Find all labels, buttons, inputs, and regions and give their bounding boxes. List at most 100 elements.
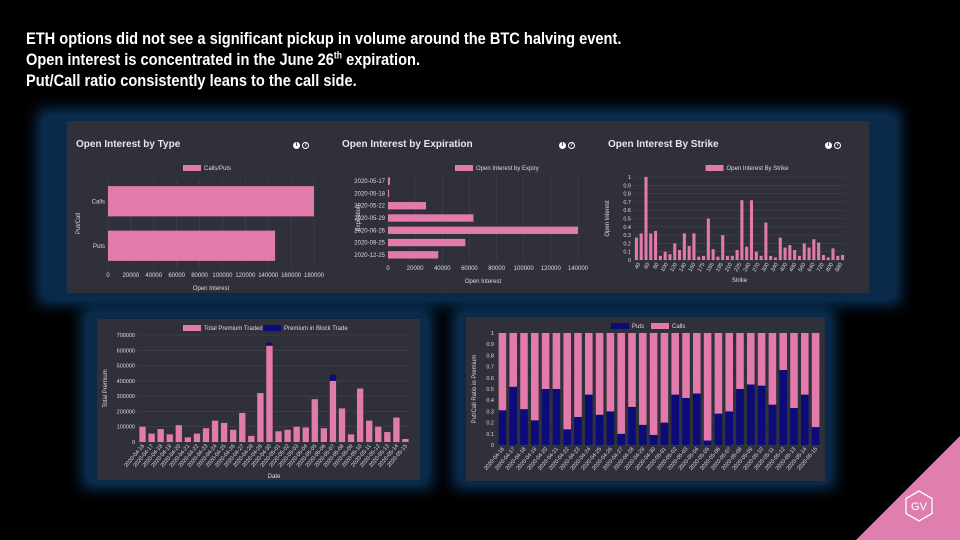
y-tick-label: 2020-05-29 [354, 216, 385, 222]
bar-secondary [660, 333, 669, 423]
bar-primary [757, 385, 766, 445]
y-tick-label: 2020-05-22 [354, 204, 385, 210]
bar-primary [338, 408, 346, 442]
y-tick-label: 2020-05-17 [354, 179, 385, 185]
bar [668, 254, 672, 260]
x-tick-label: 20000 [407, 266, 424, 272]
legend-swatch [183, 165, 201, 171]
y-tick-label: 0.4 [486, 398, 494, 404]
bar [701, 255, 706, 260]
legend-swatch [705, 165, 724, 171]
bar [673, 243, 677, 260]
bar-primary [293, 426, 300, 442]
info-icon[interactable]: i [293, 142, 300, 149]
bar [687, 245, 691, 260]
x-tick-label: 120000 [541, 266, 562, 272]
bar [682, 233, 686, 260]
bar-primary [498, 410, 507, 445]
info-icon[interactable]: i [825, 142, 832, 149]
bar-primary [649, 434, 658, 445]
chart-title-oi-expiry: Open Interest by Expiration [342, 139, 473, 150]
premium-panel: 0 100000 200000 300000 400000 500000 600000 700… [97, 319, 420, 480]
bar-secondary [790, 333, 798, 409]
x-tick-label: 240 [743, 262, 753, 273]
y-tick-label: 0.5 [623, 217, 631, 223]
headline-line-2: Open interest is concentrated in the Jun… [26, 49, 621, 70]
bar [108, 186, 314, 217]
x-tick-label: 225 [733, 262, 743, 273]
x-tick-label: 80000 [488, 266, 505, 272]
x-tick-label: 60 [643, 262, 651, 270]
x-tick-label: 720 [816, 262, 826, 273]
x-tick-label: 20000 [123, 273, 140, 279]
bar-primary [585, 394, 593, 445]
y-tick-label: 300000 [117, 394, 135, 400]
bar [654, 230, 658, 260]
bar-primary [725, 411, 733, 445]
bar [807, 247, 811, 260]
bar-secondary [671, 333, 679, 395]
y-tick-label: 0.7 [486, 365, 494, 371]
help-icon[interactable]: ? [302, 142, 309, 149]
bar-secondary [703, 333, 712, 441]
bar-primary [366, 420, 373, 442]
bar-secondary [617, 333, 625, 434]
info-icon[interactable]: i [559, 142, 566, 149]
bar [388, 189, 390, 198]
help-icon[interactable]: ? [834, 142, 841, 149]
legend-calls-swatch [651, 323, 669, 329]
y-tick-label: Puts [93, 244, 105, 250]
bar-primary [541, 389, 550, 445]
bar-primary [329, 380, 337, 442]
x-tick-label: 0 [106, 273, 110, 279]
x-axis-label: Open Interest [465, 279, 502, 285]
bar-primary [302, 427, 309, 442]
bar [821, 255, 825, 260]
y-axis-label: Put/Call Ratio in Premium [472, 355, 478, 424]
chart-title-oi-type: Open Interest by Type [76, 139, 181, 150]
bar-primary [139, 426, 146, 442]
bar-primary [275, 431, 282, 442]
x-tick-label: 100000 [514, 266, 535, 272]
bar [735, 250, 739, 260]
y-tick-label: 0.8 [623, 192, 631, 198]
legend-label: Open Interest by Expiry [476, 166, 539, 172]
x-tick-label: 60000 [461, 266, 478, 272]
headline-line-2-sup: th [333, 50, 343, 62]
legend-block-premium-swatch [263, 325, 281, 331]
bar-primary [175, 425, 182, 442]
bar-secondary [747, 333, 755, 385]
oi-type-chart: 0 20000 40000 60000 80000 100000 120000 140000 1… [76, 165, 325, 292]
bar [831, 248, 835, 260]
y-tick-label: 2020-09-25 [354, 241, 385, 247]
bar [778, 237, 782, 260]
putcall-panel: 0 0.1 0.2 0.3 0.4 0.5 0.6 0.7 0.8 0.9 1 2020-04-16 2… [466, 317, 825, 481]
x-tick-label: 140000 [568, 266, 589, 272]
bar-secondary [779, 333, 787, 370]
x-tick-label: 0 [386, 266, 390, 272]
bar [793, 250, 797, 260]
x-tick-label: 185 [706, 262, 716, 273]
bar-secondary [736, 333, 744, 389]
bar-secondary [541, 333, 550, 389]
bar [797, 255, 801, 260]
x-tick-label: 160000 [281, 273, 302, 279]
bar-primary [248, 435, 255, 442]
legend-block-premium-label: Premium in Block Trade [284, 326, 348, 332]
help-icon[interactable]: ? [568, 142, 575, 149]
y-tick-label: 0.3 [623, 233, 631, 239]
x-tick-label: 800 [825, 262, 835, 273]
bar [388, 214, 474, 222]
legend-label: Calls/Puts [204, 166, 231, 172]
x-tick-label: 640 [807, 262, 817, 273]
headline-line-1: ETH options did not see a significant pi… [26, 29, 622, 48]
bar-primary [790, 408, 798, 445]
bar [783, 247, 787, 260]
y-tick-label: 0.7 [623, 200, 631, 206]
x-tick-label: 40000 [434, 266, 451, 272]
x-tick-label: 40000 [145, 273, 162, 279]
putcall-chart: 00.10.20.30.40.50.60.70.80.912020-04-162… [472, 323, 821, 472]
x-tick-label: 100 [660, 262, 670, 273]
y-tick-label: 0.3 [486, 409, 494, 415]
